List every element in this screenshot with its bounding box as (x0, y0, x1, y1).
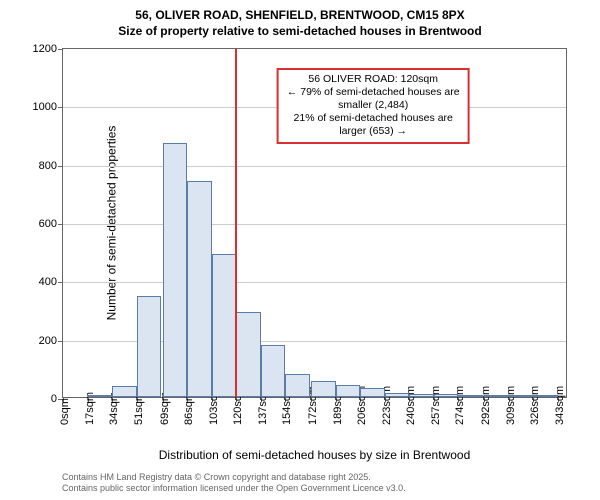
y-tick-mark (58, 341, 63, 342)
footer-line2: Contains public sector information licen… (62, 483, 406, 494)
histogram-bar (112, 386, 137, 397)
histogram-bar (311, 381, 336, 397)
annotation-line1: 56 OLIVER ROAD: 120sqm (285, 73, 462, 86)
marker-line (235, 49, 237, 397)
x-tick-label: 257sqm (430, 386, 442, 425)
histogram-bar (409, 394, 434, 398)
annotation-line2: ← 79% of semi-detached houses are smalle… (285, 86, 462, 112)
gridline (63, 166, 566, 167)
x-tick-label: 292sqm (480, 386, 492, 425)
histogram-bar (385, 393, 410, 397)
y-tick-mark (58, 107, 63, 108)
histogram-bar (509, 395, 534, 397)
x-tick-label: 274sqm (454, 386, 466, 425)
chart-title-line1: 56, OLIVER ROAD, SHENFIELD, BRENTWOOD, C… (8, 8, 592, 24)
plot-area: 0200400600800100012000sqm17sqm34sqm51sqm… (62, 48, 567, 398)
histogram-bar (163, 143, 188, 397)
x-tick-label: 309sqm (505, 386, 517, 425)
x-tick-label: 326sqm (529, 386, 541, 425)
histogram-bar (434, 394, 459, 397)
histogram-bar (212, 254, 237, 397)
y-tick-mark (58, 166, 63, 167)
y-tick-mark (58, 282, 63, 283)
chart-title-line2: Size of property relative to semi-detach… (8, 24, 592, 40)
histogram-bar (187, 181, 212, 397)
histogram-bar (336, 385, 361, 397)
histogram-bar (533, 395, 558, 397)
histogram-bar (484, 395, 509, 397)
y-tick-mark (58, 49, 63, 50)
annotation-box: 56 OLIVER ROAD: 120sqm← 79% of semi-deta… (277, 68, 470, 144)
y-tick-label: 200 (39, 335, 57, 347)
y-tick-label: 0 (51, 393, 57, 405)
histogram-bar (88, 395, 113, 397)
histogram-bar (137, 296, 162, 397)
y-tick-label: 1000 (33, 101, 57, 113)
chart-container: 56, OLIVER ROAD, SHENFIELD, BRENTWOOD, C… (0, 0, 600, 500)
gridline (63, 224, 566, 225)
x-tick-label: 343sqm (554, 386, 566, 425)
x-axis-label: Distribution of semi-detached houses by … (62, 448, 567, 462)
y-tick-mark (58, 224, 63, 225)
x-tick-label: 0sqm (59, 398, 71, 425)
histogram-bar (236, 312, 261, 397)
footer-line1: Contains HM Land Registry data © Crown c… (62, 472, 406, 483)
histogram-bar (261, 345, 286, 398)
y-tick-label: 600 (39, 218, 57, 230)
chart-footer: Contains HM Land Registry data © Crown c… (62, 472, 406, 494)
y-tick-label: 1200 (33, 43, 57, 55)
histogram-bar (360, 388, 385, 397)
histogram-bar (458, 395, 483, 397)
histogram-bar (285, 374, 310, 397)
annotation-line3: 21% of semi-detached houses are larger (… (285, 112, 462, 138)
gridline (63, 282, 566, 283)
chart-title-block: 56, OLIVER ROAD, SHENFIELD, BRENTWOOD, C… (8, 8, 592, 39)
y-tick-label: 800 (39, 160, 57, 172)
y-tick-label: 400 (39, 276, 57, 288)
